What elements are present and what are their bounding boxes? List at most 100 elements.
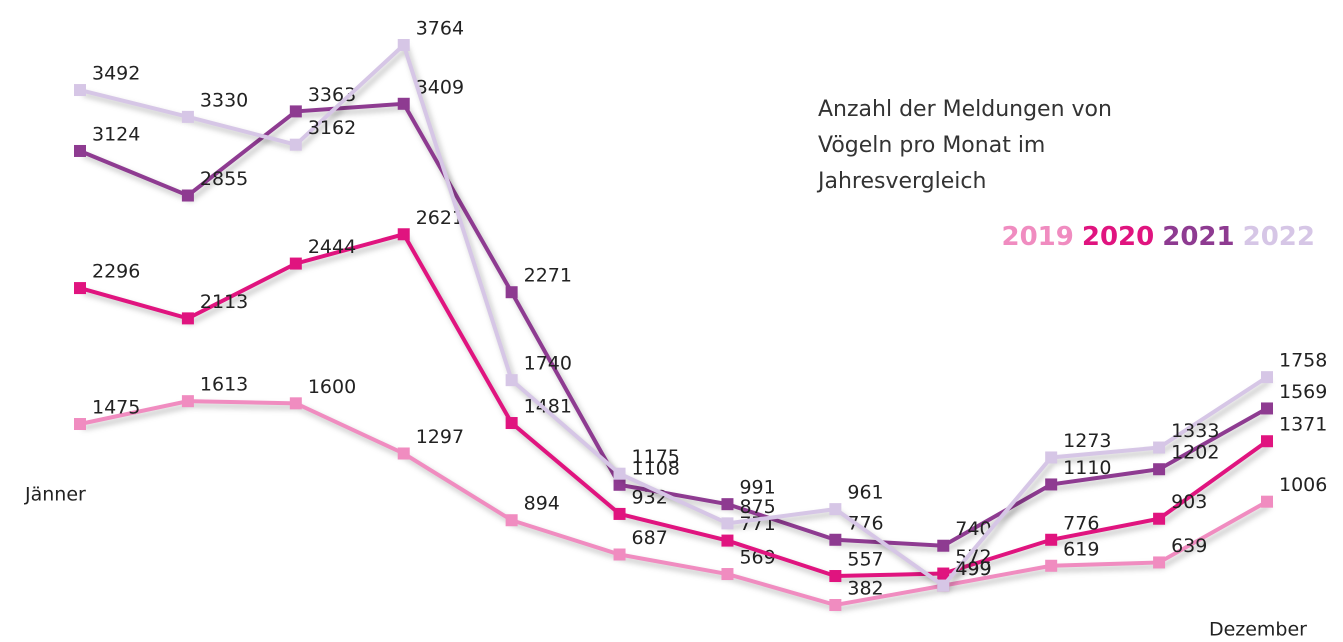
series-line	[79, 41, 1269, 589]
point	[74, 144, 86, 157]
point	[937, 567, 950, 580]
point	[74, 282, 86, 295]
point	[397, 97, 410, 110]
point	[74, 84, 86, 97]
point	[1153, 463, 1166, 476]
data-label: 1371	[1279, 414, 1327, 436]
point	[613, 507, 626, 520]
point	[505, 374, 518, 387]
point	[181, 189, 194, 202]
data-label: 1006	[1279, 474, 1327, 496]
point	[397, 39, 410, 51]
data-label: 991	[739, 477, 775, 499]
point	[1261, 371, 1273, 384]
point	[74, 418, 86, 431]
data-label: 1569	[1279, 381, 1327, 403]
data-label: 1333	[1171, 420, 1219, 442]
point	[1261, 495, 1273, 508]
data-label: 3330	[200, 89, 248, 111]
chart-title: Anzahl der Meldungen von Vögeln pro Mona…	[818, 97, 1112, 194]
point	[613, 548, 626, 561]
data-label: 1600	[308, 376, 356, 398]
data-label: 875	[739, 496, 775, 518]
point	[613, 467, 626, 480]
data-label: 499	[955, 558, 991, 580]
point	[829, 533, 842, 546]
point	[829, 503, 842, 516]
point	[721, 498, 734, 511]
point	[1045, 451, 1058, 464]
data-label: 1273	[1063, 430, 1111, 452]
point	[829, 570, 842, 583]
data-label: 961	[847, 482, 883, 504]
data-label: 903	[1171, 491, 1207, 513]
data-label: 1613	[200, 374, 248, 396]
point	[289, 397, 302, 410]
point	[829, 599, 842, 611]
point	[289, 138, 302, 151]
data-label: 1108	[632, 457, 680, 479]
point	[1153, 512, 1166, 525]
series-line	[79, 231, 1269, 579]
point	[397, 228, 410, 241]
point	[289, 257, 302, 270]
point	[1045, 559, 1058, 572]
data-label: 1475	[92, 397, 140, 419]
point	[1153, 441, 1166, 454]
data-label: 557	[847, 549, 883, 571]
data-label: 639	[1171, 535, 1207, 557]
point	[181, 312, 194, 325]
legend-entry: 2019	[1001, 222, 1074, 252]
data-label: 2621	[416, 207, 464, 229]
point	[613, 478, 626, 491]
point	[181, 395, 194, 408]
data-label: 2444	[308, 236, 356, 258]
data-label: 1758	[1279, 350, 1327, 372]
point	[289, 105, 302, 118]
point	[505, 417, 518, 430]
data-label: 1740	[524, 353, 572, 375]
series-line	[79, 399, 1268, 608]
data-label: 382	[847, 578, 883, 600]
data-label: 687	[632, 527, 668, 549]
legend-entry: 2022	[1242, 222, 1315, 252]
point	[505, 514, 518, 527]
data-label: 776	[847, 512, 883, 534]
legend: 2019 2020 2021 2022	[1002, 222, 1316, 252]
point	[505, 286, 518, 299]
x-tick-label: Dezember	[1209, 619, 1307, 641]
point	[1153, 556, 1166, 569]
x-tick-label: Jänner	[24, 484, 86, 506]
point	[181, 110, 194, 123]
data-label: 2271	[524, 265, 572, 287]
data-label: 740	[955, 518, 991, 540]
data-label: 2113	[200, 291, 248, 313]
legend-entry: 2020	[1081, 222, 1155, 252]
data-label: 1110	[1063, 457, 1111, 479]
data-label: 1175	[632, 446, 680, 468]
data-label: 3409	[416, 76, 464, 98]
point	[1261, 435, 1273, 448]
data-label: 1202	[1171, 442, 1219, 464]
point	[721, 517, 734, 530]
point	[721, 534, 734, 547]
data-label: 894	[524, 493, 560, 515]
data-label: 1297	[416, 426, 464, 448]
series-line	[79, 101, 1268, 548]
point	[1045, 533, 1058, 546]
data-label: 619	[1063, 538, 1099, 560]
point	[937, 579, 950, 592]
point	[1045, 478, 1058, 491]
point	[397, 447, 410, 460]
legend-entry: 2021	[1162, 222, 1235, 252]
data-label: 2296	[92, 261, 140, 283]
point	[721, 568, 734, 581]
data-label: 3764	[416, 18, 464, 40]
data-label: 3162	[308, 117, 356, 139]
point	[937, 539, 950, 552]
data-label: 3492	[92, 63, 140, 85]
point	[1261, 402, 1273, 415]
data-label: 3124	[92, 123, 140, 145]
